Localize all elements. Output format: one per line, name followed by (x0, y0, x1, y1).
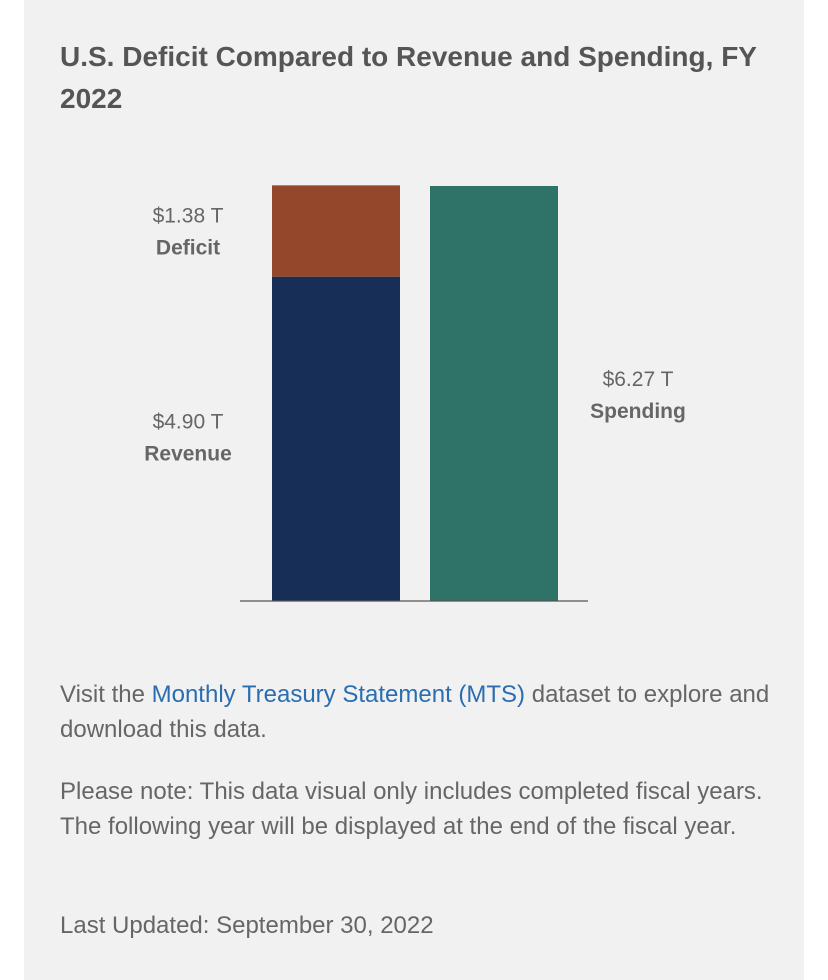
visit-prefix: Visit the (60, 681, 152, 708)
visit-suffix: dataset to explore and download this dat… (60, 681, 770, 743)
mts-dataset-link[interactable]: Monthly Treasury Statement (MTS) (151, 681, 526, 708)
deficit-value-label: $1.38 T (153, 204, 224, 227)
labels-group: $4.90 T Revenue $1.38 T Deficit $6.27 T Spend… (144, 204, 686, 465)
last-updated: Last Updated: September 30, 2022 (60, 912, 434, 939)
revenue-value-label: $4.90 T (153, 411, 224, 434)
revenue-name-label: Revenue (144, 443, 232, 466)
spending-name-label: Spending (590, 400, 686, 423)
deficit-bar-chart: $4.90 T Revenue $1.38 T Deficit $6.27 T Spend… (144, 185, 686, 602)
fiscal-year-note: Please note: This data visual only inclu… (60, 778, 763, 840)
deficit-name-label: Deficit (156, 236, 220, 259)
chart-title: U.S. Deficit Compared to Revenue and Spe… (60, 41, 757, 114)
revenue-bar (272, 276, 400, 601)
spending-value-label: $6.27 T (603, 368, 674, 391)
deficit-bar (272, 185, 400, 277)
dataset-note: Visit the Monthly Treasury Statement (MT… (60, 677, 770, 747)
chart-card: U.S. Deficit Compared to Revenue and Spe… (24, 0, 804, 980)
bars-group (272, 185, 558, 601)
spending-bar (430, 186, 558, 601)
